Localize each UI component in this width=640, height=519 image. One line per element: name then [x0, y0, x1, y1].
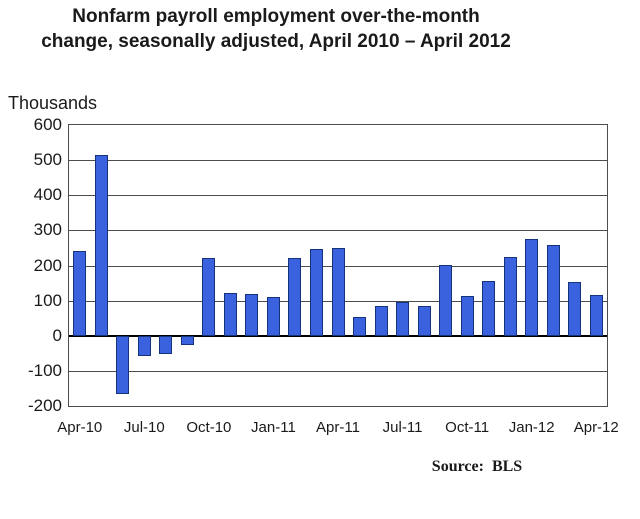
bar-Sep-10	[180, 335, 194, 346]
bar-Jan-12	[525, 239, 539, 336]
bar-Jun-10	[116, 335, 130, 395]
gridline	[69, 160, 607, 162]
chart-title-line-2: change, seasonally adjusted, April 2010 …	[41, 31, 511, 52]
bar-Jul-11	[396, 302, 410, 336]
gridline	[69, 195, 607, 197]
chart-title: Nonfarm payroll employment over-the-mont…	[41, 4, 511, 54]
bar-Mar-12	[568, 281, 582, 336]
bar-Jun-11	[374, 306, 388, 336]
zero-line	[69, 334, 607, 337]
bar-Apr-12	[589, 295, 603, 336]
y-tick-label: 600	[33, 115, 62, 134]
x-tick-label: Apr-12	[573, 419, 619, 436]
gridline	[69, 230, 607, 232]
x-tick-label: Apr-10	[57, 419, 103, 436]
x-tick-label: Oct-11	[445, 419, 490, 436]
y-axis-unit-label: Thousands	[8, 93, 98, 113]
y-tick-label: 0	[52, 325, 62, 345]
bar-Oct-11	[460, 296, 474, 336]
bar-Dec-11	[503, 257, 517, 336]
x-tick-label: Jan-12	[508, 419, 555, 436]
y-tick-label: 300	[33, 220, 62, 240]
bar-Apr-10	[73, 251, 87, 336]
bar-Nov-11	[482, 280, 496, 336]
bar-Feb-11	[288, 258, 302, 336]
bar-Nov-10	[223, 293, 237, 336]
y-tick-label: -200	[27, 396, 62, 415]
bar-Mar-11	[309, 249, 323, 336]
gridline	[69, 370, 607, 372]
bar-May-11	[353, 316, 367, 336]
source-label: Source: BLS	[431, 458, 523, 475]
bar-Jan-11	[266, 297, 280, 336]
bar-Feb-12	[546, 244, 560, 336]
bar-Aug-11	[417, 305, 431, 336]
x-tick-label: Apr-11	[316, 419, 360, 436]
chart-title-line-1: Nonfarm payroll employment over-the-mont…	[72, 6, 480, 27]
bar-Sep-11	[439, 264, 453, 336]
x-tick-label: Oct-10	[186, 419, 232, 436]
bar-Aug-10	[159, 335, 173, 354]
plot-area	[68, 124, 608, 407]
bar-Oct-10	[202, 258, 216, 336]
y-tick-label: -100	[27, 360, 62, 380]
y-tick-label: 100	[33, 290, 62, 310]
y-tick-label: 200	[33, 255, 62, 275]
bar-Dec-10	[245, 293, 259, 336]
x-tick-label: Jan-11	[251, 419, 296, 436]
x-tick-label: Jul-11	[382, 419, 423, 436]
y-tick-label: 400	[33, 185, 62, 205]
y-tick-label: 500	[33, 150, 62, 170]
x-tick-label: Jul-10	[123, 419, 165, 436]
bar-May-10	[94, 154, 108, 336]
bar-Jul-10	[137, 335, 151, 357]
bar-Apr-11	[331, 247, 345, 336]
